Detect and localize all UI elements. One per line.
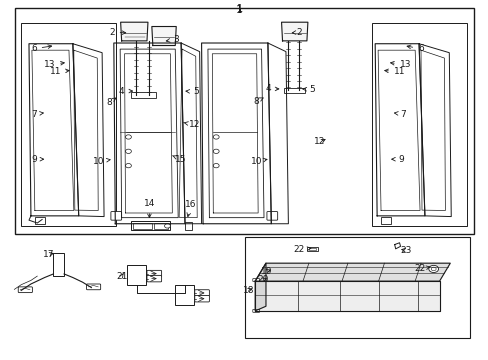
FancyBboxPatch shape	[18, 287, 32, 293]
Circle shape	[430, 267, 435, 271]
Text: 5: 5	[185, 87, 198, 96]
FancyBboxPatch shape	[86, 284, 101, 290]
Bar	[133, 223, 152, 229]
Text: 3: 3	[166, 35, 179, 44]
Text: 23: 23	[400, 246, 411, 255]
Text: 13: 13	[43, 60, 64, 69]
FancyBboxPatch shape	[194, 290, 209, 296]
Text: 19: 19	[261, 267, 272, 276]
FancyBboxPatch shape	[266, 212, 277, 220]
Bar	[245, 237, 469, 338]
Bar	[308, 248, 315, 250]
Circle shape	[213, 163, 219, 168]
Text: 4: 4	[264, 84, 278, 93]
Text: 12: 12	[314, 138, 325, 147]
Text: 9: 9	[31, 155, 43, 164]
Text: 18: 18	[242, 285, 254, 294]
Polygon shape	[255, 281, 439, 311]
Text: 4: 4	[119, 86, 132, 95]
FancyBboxPatch shape	[111, 212, 122, 220]
Circle shape	[428, 265, 438, 273]
Bar	[131, 221, 170, 230]
Text: 11: 11	[49, 67, 69, 76]
FancyBboxPatch shape	[147, 275, 161, 282]
Bar	[131, 93, 156, 98]
Circle shape	[125, 135, 131, 139]
Bar	[154, 223, 168, 229]
Text: 7: 7	[31, 109, 43, 118]
Bar	[21, 23, 116, 226]
Text: 10: 10	[250, 157, 266, 166]
Text: 6: 6	[407, 44, 423, 53]
Text: 21: 21	[116, 271, 127, 280]
Bar	[127, 265, 146, 285]
Bar	[175, 285, 193, 305]
Polygon shape	[255, 263, 449, 281]
Text: 16: 16	[185, 200, 196, 217]
Bar	[306, 247, 317, 251]
FancyBboxPatch shape	[252, 279, 259, 282]
Polygon shape	[255, 263, 265, 311]
Circle shape	[213, 149, 219, 153]
Polygon shape	[152, 27, 176, 45]
FancyBboxPatch shape	[252, 310, 259, 312]
Bar	[284, 88, 305, 93]
Text: 22: 22	[413, 265, 429, 274]
Bar	[184, 222, 192, 230]
Text: 10: 10	[92, 157, 110, 166]
Bar	[15, 8, 473, 234]
Text: 5: 5	[302, 85, 314, 94]
Text: 7: 7	[394, 109, 406, 118]
Text: 14: 14	[143, 199, 155, 217]
Text: 12: 12	[183, 120, 200, 129]
Text: 1: 1	[236, 5, 243, 15]
Text: 6: 6	[31, 44, 52, 53]
Text: 13: 13	[390, 60, 410, 69]
Text: 9: 9	[391, 155, 404, 164]
Bar	[35, 217, 44, 224]
Bar	[380, 217, 390, 224]
Circle shape	[213, 135, 219, 139]
Circle shape	[125, 149, 131, 153]
Text: 22: 22	[293, 245, 310, 254]
Bar	[53, 253, 64, 276]
Circle shape	[125, 163, 131, 168]
Text: 15: 15	[172, 155, 186, 164]
FancyBboxPatch shape	[147, 270, 161, 277]
Text: 11: 11	[384, 67, 405, 76]
Text: 20: 20	[257, 275, 268, 284]
Text: 8: 8	[106, 98, 116, 107]
Text: 2: 2	[109, 28, 125, 37]
Text: 2: 2	[292, 28, 301, 37]
Circle shape	[164, 224, 170, 228]
Text: 1: 1	[236, 4, 242, 14]
Text: 17: 17	[42, 250, 54, 259]
Text: 8: 8	[253, 96, 263, 105]
Polygon shape	[281, 22, 307, 41]
Polygon shape	[121, 22, 148, 41]
FancyBboxPatch shape	[194, 296, 209, 302]
Bar	[371, 23, 467, 226]
